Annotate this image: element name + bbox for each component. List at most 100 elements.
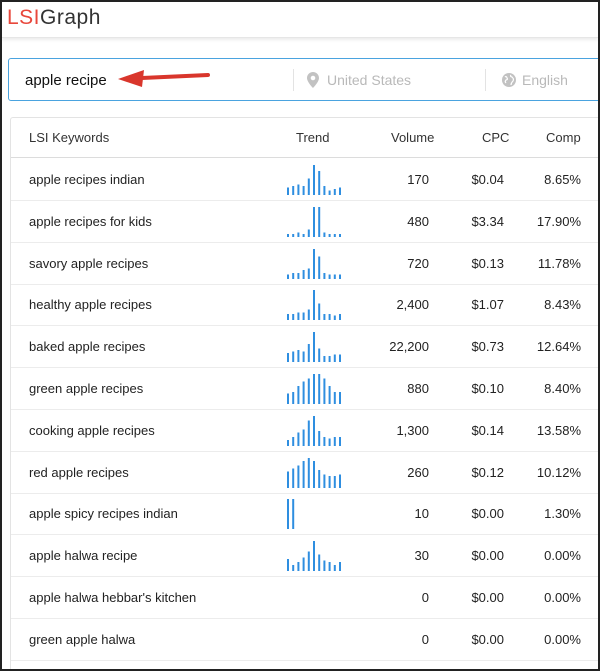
trend-bar: [302, 429, 305, 446]
volume-cell: 22,200: [389, 339, 429, 355]
trend-bar: [297, 350, 300, 363]
trend-bar: [302, 269, 305, 279]
location-pin-icon: [307, 72, 319, 88]
comp-cell: 17.90%: [536, 213, 581, 229]
table-row[interactable]: apple recipes for kids 480 $3.34 17.90%: [11, 201, 598, 243]
trend-bar: [318, 206, 321, 237]
volume-cell: 10: [414, 506, 429, 522]
trend-bar: [287, 559, 289, 572]
trend-bar: [287, 274, 289, 279]
table-row[interactable]: cooking apple recipes 1,300 $0.14 13.58%: [11, 410, 598, 452]
trend-bar: [318, 554, 321, 572]
keyword-cell[interactable]: green apple recipes: [29, 381, 144, 396]
trend-bar: [313, 290, 315, 321]
table-row[interactable]: red apple recipes 260 $0.12 10.12%: [11, 452, 598, 494]
trend-bar: [302, 233, 305, 237]
trend-bar: [328, 475, 331, 488]
trend-bar: [333, 392, 336, 404]
comp-cell: 12.64%: [536, 339, 581, 355]
trend-bar: [333, 475, 336, 488]
trend-bar: [302, 186, 305, 195]
trend-bar: [297, 465, 300, 488]
table-row[interactable]: healthy apple recipes 2,400 $1.07 8.43%: [11, 284, 598, 327]
keyword-cell[interactable]: red apple recipes: [29, 464, 129, 480]
keyword-cell[interactable]: green apple halwa: [29, 631, 136, 647]
table-row[interactable]: easy indian dessert recipes for: [11, 661, 598, 669]
cpc-cell: $0.00: [471, 590, 504, 605]
trend-bar: [328, 274, 331, 279]
table-row[interactable]: apple recipes indian 170 $0.04 8.65%: [11, 159, 598, 201]
trend-bar: [318, 171, 321, 195]
trend-bar: [307, 551, 310, 572]
table-row[interactable]: apple halwa recipe 30 $0.00 0.00%: [11, 535, 598, 578]
volume-cell: 2,400: [396, 297, 429, 313]
trend-bar: [297, 562, 300, 572]
column-header-volume[interactable]: Volume: [391, 130, 435, 145]
keyword-results-table: LSI Keywords Trend Volume CPC Comp apple…: [10, 117, 598, 669]
trend-bar: [307, 268, 310, 279]
cpc-cell: $0.04: [471, 172, 504, 187]
keyword-cell[interactable]: apple recipes for kids: [29, 213, 152, 229]
trend-bar: [328, 386, 331, 404]
trend-bar: [328, 438, 331, 446]
keyword-cell[interactable]: cooking apple recipes: [29, 422, 155, 438]
lsigraph-logo[interactable]: LSIGraph: [7, 6, 101, 30]
trend-sparkline: [287, 165, 341, 195]
trend-bar: [313, 332, 315, 363]
table-row[interactable]: savory apple recipes 720 $0.13 11.78%: [11, 243, 598, 285]
trend-bar: [318, 430, 321, 446]
volume-cell: 0: [421, 590, 429, 605]
keyword-cell[interactable]: healthy apple recipes: [29, 297, 152, 313]
keyword-cell[interactable]: savory apple recipes: [29, 255, 149, 271]
trend-bar: [292, 436, 295, 446]
table-row[interactable]: apple halwa hebbar's kitchen 0 $0.00 0.00%: [11, 577, 598, 619]
trend-bar: [328, 233, 331, 237]
keyword-cell[interactable]: apple halwa recipe: [29, 548, 138, 564]
trend-bar: [313, 248, 315, 279]
trend-bar: [292, 272, 295, 279]
cpc-cell: $0.14: [471, 422, 504, 438]
trend-bar: [297, 232, 300, 237]
trend-bar: [307, 344, 310, 363]
column-header-trend[interactable]: Trend: [296, 130, 330, 145]
trend-bar: [292, 392, 295, 404]
trend-bar: [292, 233, 295, 237]
cpc-cell: $0.13: [471, 255, 504, 271]
keyword-cell[interactable]: apple halwa hebbar's kitchen: [29, 590, 197, 605]
trend-bar: [313, 541, 315, 572]
comp-cell: 1.30%: [544, 506, 581, 522]
cpc-cell: $0.12: [471, 464, 504, 480]
language-select[interactable]: English: [522, 72, 568, 88]
location-select[interactable]: United States: [327, 72, 412, 88]
keyword-cell[interactable]: baked apple recipes: [29, 339, 146, 355]
trend-sparkline: [287, 206, 341, 237]
trend-sparkline: [287, 457, 341, 488]
column-header-cpc[interactable]: CPC: [482, 130, 510, 145]
trend-sparkline: [287, 499, 295, 530]
table-row[interactable]: green apple halwa 0 $0.00 0.00%: [11, 619, 598, 661]
keyword-search-input[interactable]: [25, 70, 125, 90]
search-divider: [293, 69, 294, 91]
search-bar: United States English: [8, 58, 598, 101]
trend-bar: [339, 233, 341, 237]
table-row[interactable]: green apple recipes 880 $0.10 8.40%: [11, 368, 598, 410]
column-header-lsi-keywords[interactable]: LSI Keywords: [29, 130, 110, 145]
table-row[interactable]: baked apple recipes 22,200 $0.73 12.64%: [11, 326, 598, 369]
cpc-cell: $0.73: [471, 339, 504, 355]
red-arrow-annotation: [118, 70, 210, 87]
table-row[interactable]: apple spicy recipes indian 10 $0.00 1.30%: [11, 493, 598, 536]
trend-bar: [292, 351, 295, 363]
comp-cell: 0.00%: [544, 548, 581, 564]
trend-bar: [339, 314, 341, 321]
trend-bar: [313, 165, 315, 195]
trend-bar: [302, 351, 305, 363]
keyword-cell[interactable]: apple recipes indian: [29, 172, 145, 187]
trend-bar: [313, 415, 315, 446]
keyword-cell[interactable]: apple spicy recipes indian: [29, 506, 178, 522]
column-header-comp[interactable]: Comp: [546, 130, 581, 145]
trend-bar: [328, 562, 331, 572]
volume-cell: 1,300: [396, 422, 429, 438]
trend-bar: [323, 356, 326, 363]
comp-cell: 0.00%: [544, 590, 581, 605]
